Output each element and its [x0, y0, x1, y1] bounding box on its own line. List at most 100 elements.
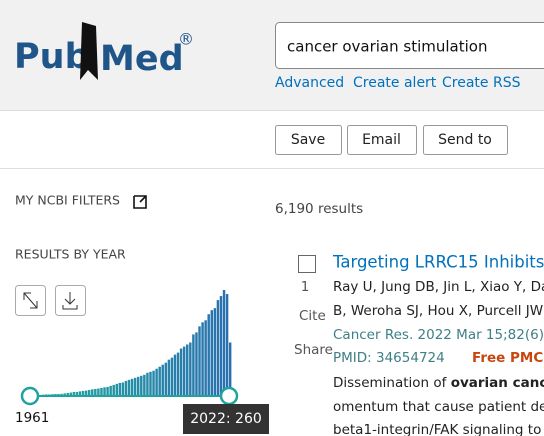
action-button[interactable] [423, 125, 508, 155]
snippet: beta1-integrin/FAK signaling to p [333, 422, 544, 436]
cite-button[interactable]: Cite [299, 308, 326, 324]
authors: Ray U, Jung DB, Jin L, Xiao Y, Da [333, 279, 544, 295]
year-bar [127, 379, 131, 395]
year-bar [75, 391, 79, 395]
year-bar [179, 348, 183, 395]
year-bar [100, 387, 103, 395]
year-bar [81, 390, 85, 395]
search-input[interactable] [275, 22, 544, 69]
year-bar [176, 352, 180, 395]
year-bar [204, 320, 207, 395]
timeline-heading: RESULTS BY YEAR [15, 247, 126, 262]
snippet-text: Dissemination of [333, 375, 451, 391]
start-year: 1961 [15, 410, 49, 426]
year-bar [186, 344, 189, 395]
year-bar [225, 294, 229, 395]
year-bar [189, 342, 192, 395]
year-bar [72, 391, 76, 395]
result-title[interactable]: Targeting LRRC15 Inhibits [332, 253, 544, 272]
year-bar [210, 310, 213, 395]
logo[interactable]: Pub Med ® [14, 22, 194, 80]
link[interactable]: Create alert [353, 75, 437, 91]
year-bar [48, 394, 51, 395]
year-bar [155, 368, 158, 395]
year-bar [195, 332, 198, 395]
citation: Cancer Res. 2022 Mar 15;82(6):1 [333, 327, 544, 343]
year-bar [228, 342, 232, 395]
expand-icon [23, 292, 38, 309]
year-bar [118, 382, 122, 395]
year-bar [78, 391, 82, 395]
year-bar [63, 393, 66, 395]
year-bar [216, 300, 220, 395]
year-bar [164, 362, 168, 395]
search-query: cancer ovarian stimulation [287, 38, 487, 56]
year-bar [97, 388, 100, 395]
year-bar [121, 382, 125, 395]
action-button[interactable] [347, 125, 417, 155]
year-bar [140, 375, 143, 395]
year-bar [201, 322, 204, 395]
action-button[interactable] [275, 125, 342, 155]
year-bar [91, 389, 94, 395]
snippet-highlight: ovarian cancer [451, 375, 544, 391]
result-number: 1 [301, 279, 310, 295]
year-bar [207, 314, 210, 395]
year-bar [182, 346, 186, 395]
external-icon[interactable] [133, 195, 147, 209]
year-bar [103, 387, 106, 395]
year-bar [60, 393, 63, 395]
year-bar [45, 394, 48, 395]
free-article[interactable]: Free PMC a [472, 350, 544, 366]
logo-mark [80, 22, 98, 80]
year-bar [66, 392, 69, 395]
tooltip [183, 404, 269, 434]
result-count: 6,190 results [275, 201, 363, 217]
share-button[interactable]: Share [294, 342, 333, 358]
year-bar [137, 376, 140, 395]
year-bar [192, 334, 195, 395]
logo-text: Med [100, 39, 184, 79]
tooltip-text: 2022: 260 [190, 411, 262, 427]
year-bar [54, 393, 57, 395]
action-label: Save [291, 132, 325, 148]
body-bg [0, 110, 544, 436]
year-bar [158, 366, 161, 395]
link[interactable]: Advanced [275, 75, 344, 91]
download-icon [62, 292, 78, 310]
snippet: Dissemination of ovarian cancer [333, 375, 544, 391]
year-bar [161, 364, 164, 395]
year-bar [173, 354, 177, 395]
year-bar [115, 383, 118, 395]
action-label: Email [362, 132, 401, 148]
year-bar [94, 388, 97, 395]
year-bar [170, 357, 174, 395]
slider-handle[interactable] [219, 386, 239, 406]
year-bar [152, 370, 155, 395]
year-bar [51, 394, 54, 395]
year-bar [84, 390, 88, 395]
year-bar [69, 392, 73, 395]
action-label: Send to [438, 132, 492, 148]
slider-handle[interactable] [20, 386, 40, 406]
year-bar [112, 384, 115, 395]
year-bar [109, 385, 112, 395]
year-bar [143, 374, 146, 395]
year-bar [149, 371, 152, 395]
logo-registered: ® [178, 30, 194, 49]
filters-heading: MY NCBI FILTERS [15, 193, 120, 208]
year-bar [146, 372, 149, 395]
year-bar [213, 308, 217, 395]
year-bar [124, 380, 128, 395]
year-bar [133, 377, 137, 395]
pmid: PMID: 34654724 [333, 350, 445, 366]
link[interactable]: Create RSS [442, 75, 521, 91]
year-bar [87, 389, 91, 395]
checkbox[interactable] [298, 255, 316, 273]
snippet: omentum that cause patient dea [333, 399, 544, 415]
logo-text: Pub [14, 37, 90, 77]
year-bar [219, 296, 223, 395]
year-bar [167, 359, 171, 395]
year-bar [106, 386, 109, 395]
